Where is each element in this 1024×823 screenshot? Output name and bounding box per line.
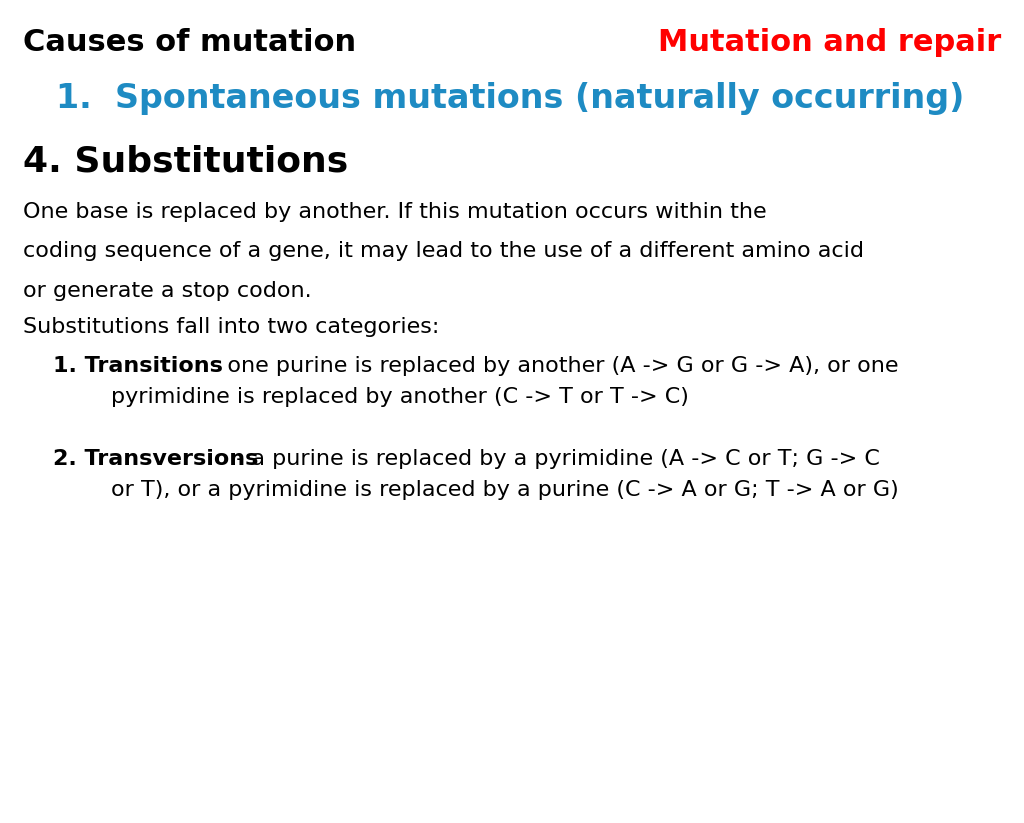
Text: 4. Substitutions: 4. Substitutions [23,144,348,178]
Text: - one purine is replaced by another (A -> G or G -> A), or one: - one purine is replaced by another (A -… [205,356,898,375]
Text: Substitutions fall into two categories:: Substitutions fall into two categories: [23,317,439,337]
Text: 1.  Spontaneous mutations (naturally occurring): 1. Spontaneous mutations (naturally occu… [56,82,965,115]
Text: or T), or a pyrimidine is replaced by a purine (C -> A or G; T -> A or G): or T), or a pyrimidine is replaced by a … [111,480,898,500]
Text: Mutation and repair: Mutation and repair [658,28,1001,57]
Text: One base is replaced by another. If this mutation occurs within the: One base is replaced by another. If this… [23,202,766,221]
Text: Causes of mutation: Causes of mutation [23,28,355,57]
Text: coding sequence of a gene, it may lead to the use of a different amino acid: coding sequence of a gene, it may lead t… [23,241,863,261]
Text: pyrimidine is replaced by another (C -> T or T -> C): pyrimidine is replaced by another (C -> … [111,387,688,407]
Text: - a purine is replaced by a pyrimidine (A -> C or T; G -> C: - a purine is replaced by a pyrimidine (… [229,449,881,468]
Text: or generate a stop codon.: or generate a stop codon. [23,281,311,300]
Text: 2. Transversions: 2. Transversions [53,449,259,468]
Text: 1. Transitions: 1. Transitions [53,356,223,375]
